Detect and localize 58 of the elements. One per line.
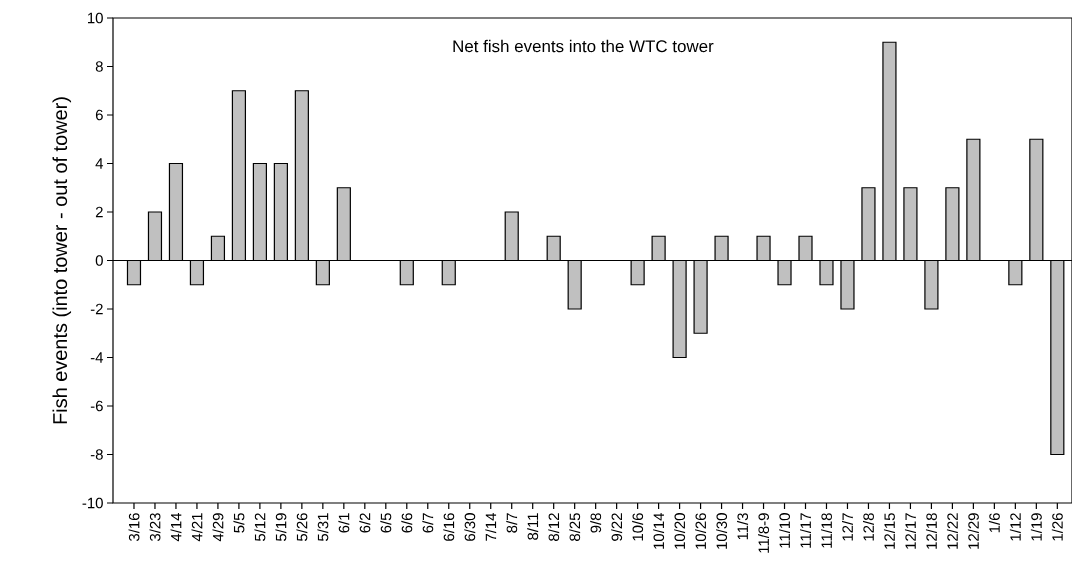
y-tick-label: 10 <box>88 12 103 24</box>
x-tick-label: 9/22 <box>611 513 623 541</box>
x-tick-label: 1/6 <box>988 513 1000 533</box>
x-tick-label: 12/18 <box>925 513 937 549</box>
x-tick-label: 6/5 <box>380 513 392 533</box>
x-tick-label: 1/19 <box>1030 513 1042 541</box>
x-tick-label: 8/25 <box>569 513 581 541</box>
x-tick-label: 12/29 <box>967 513 979 549</box>
x-tick-label: 12/22 <box>946 513 958 549</box>
x-tick-label: 6/6 <box>401 513 413 533</box>
x-tick-label: 12/17 <box>904 513 916 549</box>
x-tick-label: 9/8 <box>590 513 602 533</box>
x-tick-label: 8/12 <box>548 513 560 541</box>
y-tick-label: 8 <box>95 61 103 72</box>
y-tick-label: -2 <box>90 303 103 315</box>
y-tick-label: -8 <box>90 449 103 460</box>
x-tick-label: 11/10 <box>779 513 790 548</box>
x-tick-label: 12/7 <box>841 513 853 541</box>
x-tick-label: 10/20 <box>674 513 686 549</box>
x-tick-label: 5/31 <box>317 513 329 542</box>
x-tick-label: 12/8 <box>862 513 874 541</box>
y-tick-label: 0 <box>95 255 103 266</box>
x-tick-label: 10/30 <box>716 513 728 549</box>
x-tick-label: 8/7 <box>506 513 518 533</box>
y-tick-label: -4 <box>90 352 104 363</box>
x-tick-label: 3/23 <box>149 513 161 542</box>
y-tick-label: -10 <box>82 497 103 509</box>
x-tick-label: 1/12 <box>1009 513 1021 541</box>
x-tick-label: 10/26 <box>695 513 707 549</box>
x-tick-label: 4/29 <box>212 513 224 542</box>
x-tick-label: 1/26 <box>1051 513 1063 541</box>
x-tick-label: 10/6 <box>632 513 644 541</box>
x-tick-label: 6/30 <box>464 513 476 541</box>
x-tick-label: 6/7 <box>422 513 434 533</box>
x-tick-label: 11/3 <box>737 513 749 540</box>
x-tick-label: 6/1 <box>338 513 350 533</box>
x-tick-label: 6/16 <box>443 513 455 541</box>
y-tick-label: -6 <box>90 400 103 412</box>
x-tick-label: 4/14 <box>170 512 182 542</box>
x-tick-label: 5/5 <box>233 513 245 533</box>
x-tick-label: 11/17 <box>800 513 811 548</box>
x-tick-label: 6/2 <box>359 513 371 533</box>
text: Net fish events into the WTC tower <box>453 39 714 53</box>
x-tick-label: 5/26 <box>296 513 308 542</box>
y-tick-label: 2 <box>95 206 103 218</box>
x-tick-label: 11/8-9 <box>758 513 770 553</box>
x-tick-label: 3/16 <box>128 513 140 542</box>
x-tick-label: 5/19 <box>275 513 287 542</box>
x-tick-label: 11/18 <box>821 513 832 548</box>
x-tick-label: 10/14 <box>653 512 665 549</box>
x-tick-label: 4/21 <box>191 513 203 542</box>
x-tick-label: 12/15 <box>883 513 895 549</box>
y-tick-label: 4 <box>95 158 104 169</box>
y-axis-title: Fish events (into tower - out of tower) <box>52 97 72 424</box>
x-tick-label: 5/12 <box>254 513 266 542</box>
x-tick-label: 8/11 <box>527 513 539 540</box>
x-tick-label: 7/14 <box>485 512 497 541</box>
y-tick-label: 6 <box>95 109 103 121</box>
